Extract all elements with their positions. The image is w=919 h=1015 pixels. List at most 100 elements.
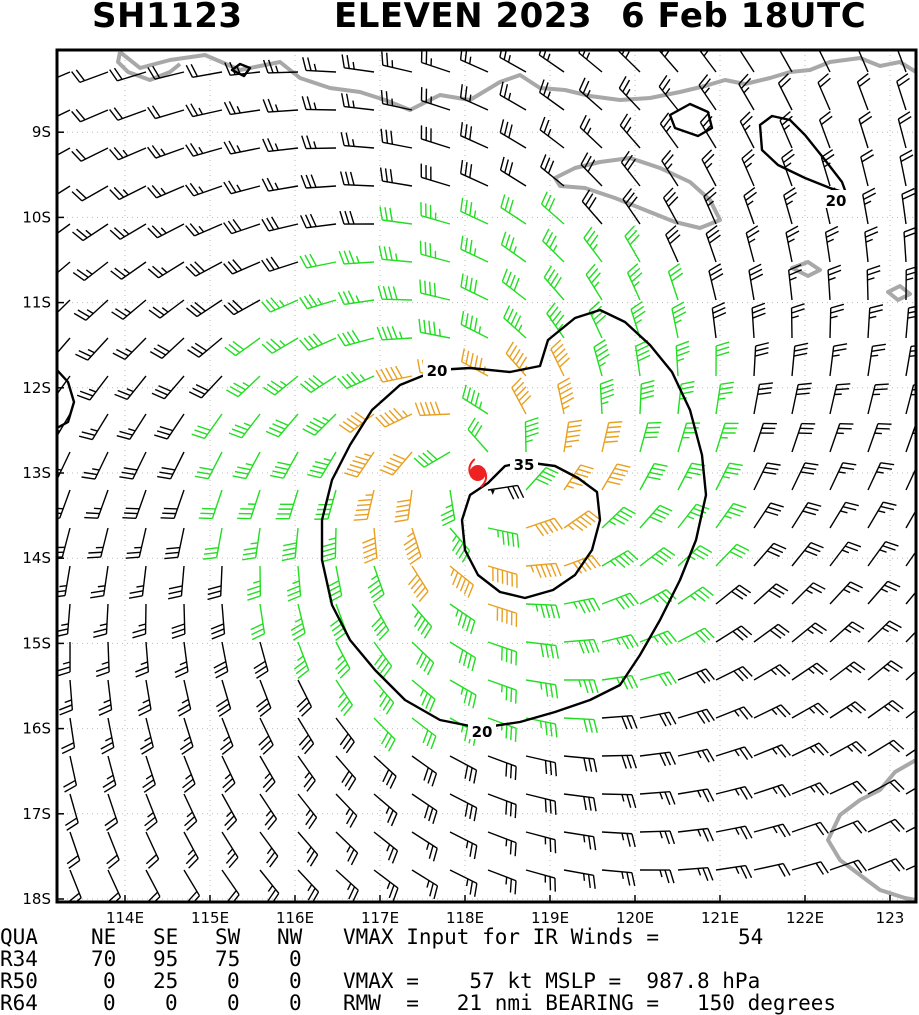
barb-feather (460, 579, 465, 592)
barb-feather (155, 390, 167, 395)
barb-feather (876, 428, 890, 429)
barb-feather (511, 312, 517, 324)
barb-feather (122, 518, 136, 519)
barb-feather (864, 193, 876, 199)
barb-feather (349, 887, 355, 899)
wind-barb (112, 300, 146, 319)
barb-feather (268, 99, 273, 112)
lon-label: 114E (106, 909, 144, 926)
wind-barb (372, 604, 389, 640)
wind-barb (678, 709, 714, 723)
barb-feather (350, 816, 357, 828)
wind-barb (541, 154, 564, 186)
barb-feather (301, 215, 307, 227)
barb-feather (828, 265, 841, 270)
wind-barb (678, 382, 694, 414)
wind-barb (502, 269, 526, 300)
barb-feather (632, 873, 635, 886)
barb-half-feather (705, 88, 710, 94)
barb-feather (670, 752, 676, 764)
barb-feather (589, 640, 594, 653)
wind-barb (302, 96, 336, 110)
barb-feather (660, 714, 666, 726)
barb-half-feather (139, 624, 146, 626)
wind-barb (157, 452, 184, 479)
wind-barb (564, 680, 598, 693)
barb-half-feather (199, 147, 203, 153)
wind-barb (640, 464, 668, 490)
barb-feather (342, 54, 344, 67)
wind-barb (579, 78, 602, 110)
wind-barb (186, 64, 222, 77)
wind-barb (512, 378, 531, 414)
barb-feather (80, 391, 93, 396)
barb-half-feather (807, 629, 813, 633)
barb-feather (466, 351, 469, 364)
barb-half-feather (744, 87, 749, 92)
barb-feather (624, 507, 636, 514)
wind-barb (302, 136, 336, 149)
barb-half-feather (906, 278, 913, 280)
barb-feather (113, 353, 125, 359)
barb-feather (340, 211, 344, 224)
barb-feather (594, 837, 596, 850)
barb-feather (506, 272, 511, 285)
barb-feather (517, 534, 518, 548)
wind-barb (301, 175, 336, 188)
barb-feather (515, 316, 521, 328)
barb-half-feather (440, 329, 441, 336)
barb-feather (430, 282, 431, 296)
wind-barb (830, 304, 844, 338)
barb-half-feather (908, 317, 915, 318)
barb-half-feather (675, 320, 681, 323)
barb-feather (509, 200, 513, 213)
barb-feather (516, 690, 517, 704)
barb-feather (503, 531, 504, 545)
wind-barb (263, 376, 298, 395)
barb-feather (865, 227, 878, 232)
wind-barb (784, 188, 797, 224)
barb-feather (93, 634, 106, 637)
barb-feather (558, 378, 570, 385)
barb-half-feather (251, 543, 258, 544)
r34-sw: 75 (215, 948, 240, 970)
barb-half-feather (747, 201, 753, 205)
center-dot (470, 465, 486, 481)
r64-ne: 0 (103, 992, 116, 1014)
barb-half-feather (127, 389, 134, 392)
wind-barb (526, 718, 557, 737)
barb-feather (392, 851, 397, 864)
barb-half-feather (329, 538, 336, 540)
barb-feather (434, 886, 437, 899)
barb-feather (44, 432, 57, 435)
wind-barb (374, 794, 397, 826)
wind-barb (500, 82, 526, 110)
barb-feather (380, 207, 382, 220)
barb-half-feather (690, 596, 696, 601)
rmw-bearing-line: RMW = 21 nmi BEARING = 150 degrees (343, 992, 836, 1014)
barb-half-feather (636, 320, 642, 324)
barb-feather (556, 605, 559, 618)
wind-barb (378, 286, 412, 300)
barb-feather (792, 304, 805, 308)
barb-feather (420, 402, 425, 415)
barb-feather (126, 508, 140, 509)
wind-barb (461, 273, 488, 300)
barb-half-feather (314, 141, 316, 148)
wind-barb (672, 302, 686, 338)
barb-half-feather (601, 402, 608, 404)
wind-barb (749, 264, 763, 300)
barb-feather (467, 388, 471, 401)
wind-barb (126, 528, 146, 558)
barb-feather (881, 463, 894, 465)
wind-barb (678, 587, 713, 604)
barb-feather (606, 431, 620, 432)
wind-barb (150, 338, 184, 358)
barb-feather (422, 693, 427, 706)
barb-feather (60, 710, 73, 715)
wind-barb (792, 783, 828, 795)
barb-feather (351, 172, 354, 185)
barb-half-feather (509, 93, 511, 100)
barb-feather (579, 601, 585, 613)
